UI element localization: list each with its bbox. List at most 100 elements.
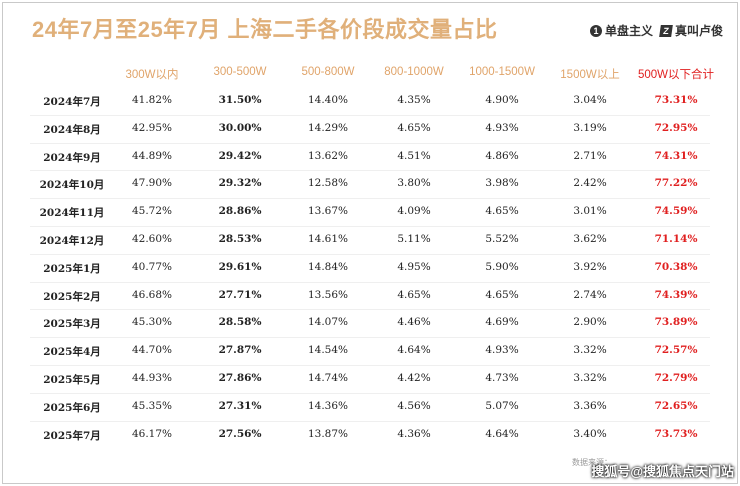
table-cell: 74.39% (654, 288, 698, 301)
table-cell: 44.89% (131, 149, 173, 162)
table-cell: 4.42% (397, 372, 431, 384)
table-cell: 29.42% (218, 149, 262, 162)
table-cell: 3.92% (573, 260, 607, 273)
row-label: 2025年3月 (43, 318, 101, 331)
table-cell: 42.95% (131, 121, 173, 134)
table-cell: 14.40% (307, 94, 349, 106)
table-cell: 41.82% (131, 94, 173, 106)
table-cell: 12.58% (307, 177, 349, 190)
table-cell: 44.70% (131, 344, 173, 357)
row-label: 2025年6月 (43, 401, 101, 414)
row-divider (30, 170, 710, 172)
column-header: 1500W以上 (560, 69, 620, 81)
table-cell: 4.93% (485, 121, 519, 134)
column-header: 1000-1500W (469, 66, 535, 78)
table-cell: 45.30% (131, 316, 173, 329)
table-cell: 5.11% (397, 233, 431, 245)
table-cell: 14.36% (307, 399, 349, 412)
row-label: 2024年12月 (39, 235, 105, 247)
row-divider (30, 114, 710, 116)
table-cell: 4.64% (397, 344, 431, 357)
column-header: 800-1000W (384, 66, 444, 78)
table-cell: 3.01% (573, 205, 607, 218)
table-cell: 27.86% (218, 372, 262, 384)
table-cell: 74.31% (654, 149, 698, 162)
table-cell: 4.51% (397, 149, 431, 162)
row-label: 2024年10月 (39, 179, 105, 192)
table-cell: 4.65% (397, 288, 431, 301)
table-cell: 74.59% (654, 205, 698, 218)
table-cell: 27.87% (218, 344, 262, 357)
table-cell: 27.31% (218, 399, 262, 412)
table-cell: 70.38% (654, 260, 698, 273)
table-cell: 5.52% (485, 233, 519, 245)
brand-logo-icon: 1 (590, 24, 602, 37)
table-cell: 13.67% (307, 205, 349, 218)
table-cell: 40.77% (131, 260, 173, 273)
table-cell: 14.84% (307, 260, 349, 273)
table-cell: 71.14% (654, 233, 698, 245)
row-label: 2024年11月 (39, 207, 105, 220)
table-cell: 3.98% (485, 177, 519, 190)
table-cell: 14.07% (307, 316, 349, 329)
table-cell: 47.90% (131, 177, 173, 190)
table-cell: 4.36% (397, 427, 431, 440)
column-header: 300W以内 (125, 69, 179, 81)
table-cell: 72.57% (654, 344, 698, 357)
table-cell: 14.54% (307, 344, 349, 357)
row-label: 2025年1月 (43, 262, 101, 275)
row-divider (30, 226, 710, 227)
table-cell: 4.09% (397, 205, 431, 218)
brand-label: 单盘主义 (605, 24, 654, 38)
table-cell: 4.65% (485, 205, 519, 218)
row-divider (30, 337, 710, 339)
row-divider (30, 420, 710, 422)
table-cell: 4.90% (485, 94, 519, 106)
table-cell: 31.50% (218, 94, 262, 106)
brand-danpan: 1 单盘主义 (590, 22, 653, 39)
row-label: 2025年2月 (43, 290, 101, 303)
table-cell: 27.71% (218, 288, 262, 301)
table-cell: 13.56% (307, 288, 349, 301)
table-cell: 73.89% (654, 316, 698, 329)
table-cell: 5.90% (485, 260, 519, 273)
row-label: 2025年4月 (43, 346, 101, 359)
table-cell: 4.65% (397, 121, 431, 134)
table-cell: 4.65% (485, 288, 519, 301)
row-divider (30, 253, 710, 255)
table-cell: 28.86% (218, 205, 262, 218)
table-cell: 4.73% (485, 372, 519, 384)
table-cell: 4.93% (485, 344, 519, 357)
table-cell: 4.69% (485, 316, 519, 329)
row-label: 2025年5月 (43, 374, 101, 386)
table-cell: 4.64% (485, 427, 519, 440)
brand-logo-icon: Z (659, 24, 673, 37)
row-divider (30, 365, 710, 366)
table-cell: 28.53% (218, 233, 262, 245)
table-cell: 14.29% (307, 121, 349, 134)
brand-zhenjiao: Z 真叫卢俊 (659, 22, 723, 39)
table-cell: 3.32% (573, 372, 607, 384)
table-cell: 3.40% (573, 427, 607, 440)
row-divider (30, 281, 710, 283)
row-label: 2024年8月 (43, 123, 101, 136)
row-divider (30, 198, 710, 200)
row-divider (30, 392, 710, 394)
table-cell: 3.04% (573, 94, 607, 106)
watermark: 搜狐号@搜狐焦点天门站 (591, 464, 734, 479)
row-divider (30, 309, 710, 311)
table-cell: 2.71% (573, 149, 607, 162)
table-cell: 46.68% (131, 288, 173, 301)
table-cell: 4.95% (397, 260, 431, 273)
table-cell: 29.61% (218, 260, 262, 273)
table-cell: 44.93% (131, 372, 173, 384)
column-header: 500-800W (301, 66, 355, 78)
table-cell: 45.35% (131, 399, 173, 412)
table-cell: 14.61% (307, 233, 349, 245)
table-cell: 29.32% (218, 177, 262, 190)
table-cell: 73.31% (654, 94, 698, 106)
table-cell: 3.62% (573, 233, 607, 245)
table-cell: 77.22% (654, 177, 698, 190)
table-cell: 72.95% (654, 121, 698, 134)
table-cell: 30.00% (218, 121, 262, 134)
